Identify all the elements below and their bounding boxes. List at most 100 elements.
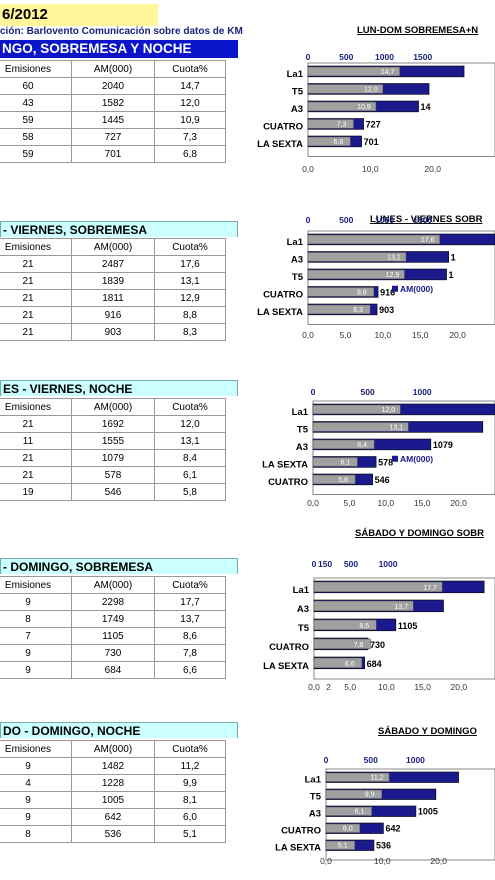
- category-label: LA SEXTA: [257, 307, 303, 318]
- share-bar: [307, 119, 354, 129]
- column-header: Emisiones: [0, 60, 72, 78]
- table-cell: 903: [71, 323, 155, 341]
- share-bar: [312, 474, 356, 485]
- column-header: AM(000): [71, 740, 155, 758]
- share-data-label: 13,1: [387, 254, 401, 261]
- table-cell: 12,9: [154, 289, 226, 307]
- share-bar: [313, 581, 443, 593]
- table-row: 19 546 5,8: [0, 483, 226, 501]
- bottom-axis-tick-label: 20,0: [424, 164, 441, 174]
- am-data-label: 730: [370, 640, 385, 650]
- table-row: 58 727 7,3: [0, 128, 226, 146]
- share-bar: [325, 823, 361, 833]
- share-bar: [325, 806, 372, 816]
- category-label: LA SEXTA: [263, 661, 309, 672]
- bottom-axis-tick-label: 5,0: [344, 682, 356, 692]
- column-header: Emisiones: [0, 576, 72, 594]
- share-bar: [312, 439, 375, 450]
- top-axis-tick-label: 500: [339, 52, 353, 62]
- table-cell: 8,3: [154, 323, 226, 341]
- category-label: La1: [287, 69, 304, 80]
- table-cell: 5,8: [154, 483, 226, 501]
- share-data-label: 8,4: [357, 442, 367, 449]
- category-label: T5: [297, 424, 309, 435]
- share-bar: [307, 66, 400, 77]
- table-header-row: Emisiones AM(000) Cuota%: [0, 740, 226, 758]
- category-label: CUATRO: [263, 121, 303, 132]
- table-row: 8 536 5,1: [0, 825, 226, 843]
- table-header-row: Emisiones AM(000) Cuota%: [0, 398, 226, 416]
- top-axis-tick-label: 1000: [375, 52, 394, 62]
- share-data-label: 9,9: [365, 792, 375, 799]
- bottom-axis-tick-label: 15,0: [414, 682, 431, 692]
- share-data-label: 12,0: [382, 407, 396, 414]
- bottom-axis-tick-label: 0,0: [302, 164, 314, 174]
- column-header: Cuota%: [154, 60, 226, 78]
- section-title: NGO, SOBREMESA Y NOCHE: [0, 40, 238, 58]
- am-data-label: 536: [376, 841, 391, 851]
- top-axis-tick-label: 0: [306, 52, 311, 62]
- table-cell: 546: [71, 483, 155, 501]
- bottom-axis-tick-label: 10,0: [375, 330, 392, 340]
- share-bar: [307, 234, 440, 245]
- top-axis-tick-label: 150: [318, 559, 332, 569]
- top-axis-tick-label: 1000: [375, 215, 394, 225]
- bottom-axis-tick-label: 15,0: [412, 330, 429, 340]
- table-row: 21 2487 17,6: [0, 255, 226, 273]
- share-bar: [307, 136, 351, 147]
- category-label: LA SEXTA: [275, 843, 321, 854]
- top-axis-tick-label: 0: [324, 755, 329, 765]
- column-header: AM(000): [71, 576, 155, 594]
- share-bar: [325, 789, 383, 799]
- bottom-axis-tick-label: 10,0: [378, 498, 395, 508]
- column-header: Cuota%: [154, 740, 226, 758]
- category-label: T5: [310, 792, 322, 803]
- table-cell: 5,1: [154, 825, 226, 843]
- share-bar: [312, 404, 401, 415]
- am-data-label: 701: [364, 137, 379, 147]
- am-data-label: 578: [378, 457, 393, 467]
- category-label: CUATRO: [281, 826, 321, 837]
- am-data-label: 1105: [398, 621, 418, 631]
- am-data-label: 903: [379, 305, 394, 315]
- category-label: T5: [298, 623, 310, 634]
- share-data-label: 7,3: [337, 121, 347, 128]
- table-cell: 536: [71, 825, 155, 843]
- bottom-axis-tick-label: 10,0: [378, 682, 395, 692]
- share-data-label: 6,0: [343, 826, 353, 833]
- category-label: LA SEXTA: [262, 459, 308, 470]
- chart-title: LUN-DOM SOBREMESA+N: [357, 25, 478, 36]
- table-row: 11 1555 13,1: [0, 432, 226, 450]
- share-data-label: 6,8: [334, 139, 344, 146]
- am-data-label: 642: [385, 824, 400, 834]
- category-label: CUATRO: [268, 477, 308, 488]
- share-bar: [307, 252, 407, 262]
- bottom-axis-tick-label: 20,0: [449, 330, 466, 340]
- top-axis-tick-label: 0: [311, 387, 316, 397]
- column-header: Emisiones: [0, 398, 72, 416]
- share-bar: [313, 657, 363, 669]
- am-data-label: 727: [366, 119, 381, 129]
- category-label: T5: [292, 86, 304, 97]
- share-data-label: 6,6: [345, 661, 355, 668]
- top-axis-tick-label: 1000: [379, 559, 398, 569]
- category-label: A3: [296, 442, 308, 453]
- am-data-label: 1079: [433, 440, 453, 450]
- category-label: A3: [291, 104, 303, 115]
- share-data-label: 11,2: [371, 775, 384, 782]
- share-data-label: 8,3: [353, 307, 363, 314]
- share-bar: [313, 600, 414, 612]
- chart-title: SÁBADO Y DOMINGO SOBR: [355, 528, 484, 539]
- table-row: 21 1692 12,0: [0, 415, 226, 433]
- bottom-axis-tick-label: 0,0: [308, 682, 320, 692]
- share-bar: [312, 422, 409, 432]
- am-data-label: 1: [449, 270, 454, 280]
- bottom-axis-tick-label: 0,0: [307, 498, 319, 508]
- table-cell: 6,8: [154, 145, 226, 163]
- share-bar: [307, 84, 384, 94]
- table-row: 21 903 8,3: [0, 323, 226, 341]
- share-data-label: 14,7: [381, 69, 395, 76]
- am-data-label: 684: [367, 659, 382, 669]
- table-row: 21 1811 12,9: [0, 289, 226, 307]
- table-row: 9 1482 11,2: [0, 757, 226, 775]
